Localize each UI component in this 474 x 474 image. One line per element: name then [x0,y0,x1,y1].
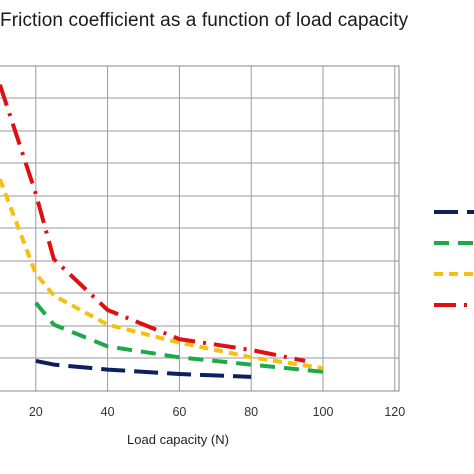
series-line-3 [0,178,324,371]
series-line-4 [0,84,306,363]
x-tick-label: 120 [384,405,405,419]
x-tick-label: 20 [29,405,43,419]
x-axis-label: Load capacity (N) [127,432,229,447]
plot-area-border [0,65,400,392]
x-tick-label: 80 [244,405,258,419]
x-tick-label: 60 [172,405,186,419]
series-layer [0,84,324,379]
legend [434,210,474,307]
x-tick-labels: 20 40 60 80 100 120 [29,405,405,419]
series-line-1 [35,358,252,379]
grid [0,65,399,391]
series-line-2 [34,301,324,374]
x-tick-label: 100 [313,405,334,419]
x-tick-label: 40 [101,405,115,419]
chart-title: Friction coefficient as a function of lo… [0,10,409,31]
